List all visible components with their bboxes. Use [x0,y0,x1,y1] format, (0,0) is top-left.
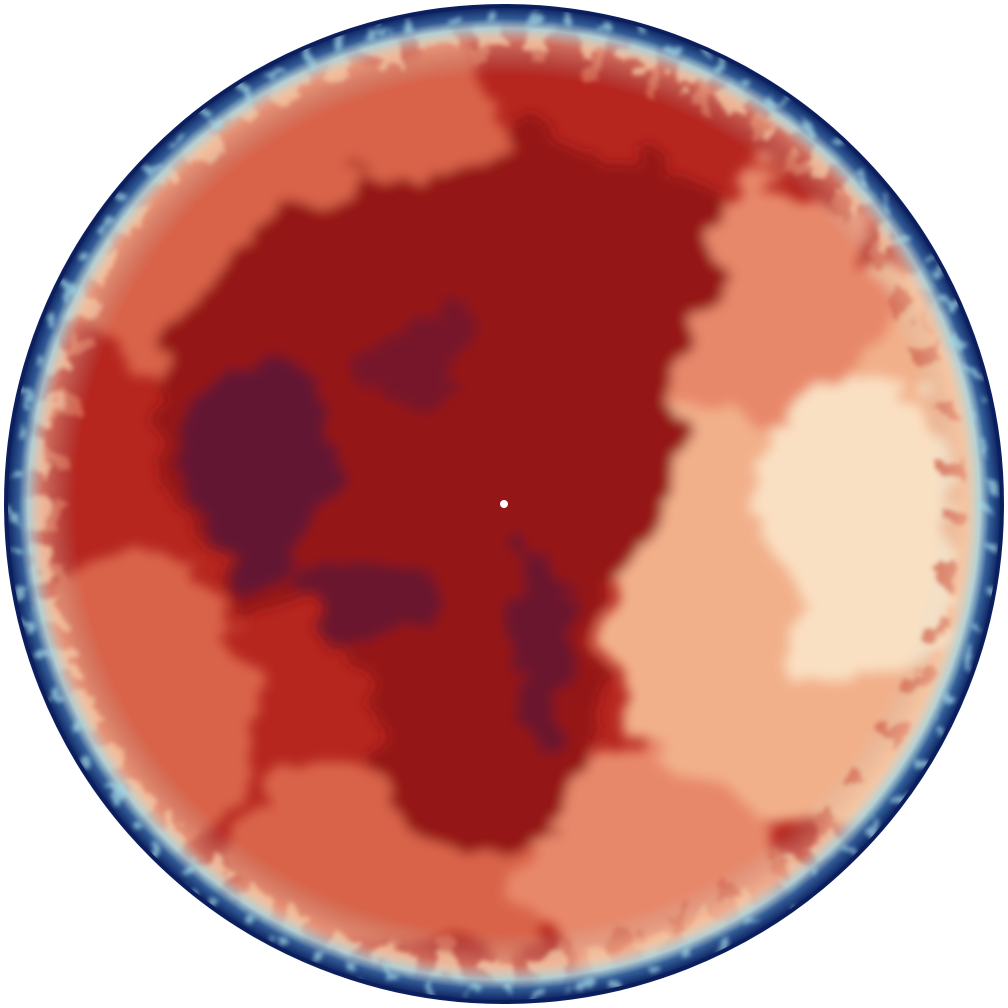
disc-boundary [4,4,1004,1004]
center-marker [500,500,508,508]
